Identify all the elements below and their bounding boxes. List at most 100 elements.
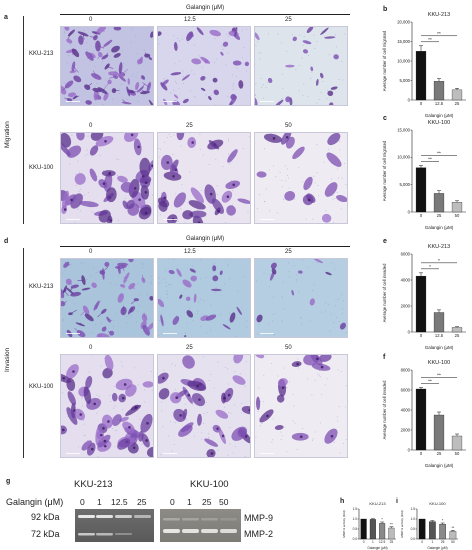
micro-mig-213-12: [157, 26, 251, 106]
gel213-dose-1: 0: [80, 497, 85, 507]
chart-h-ytick-0: 0.0: [353, 537, 358, 541]
chart-c-bar-0: [415, 167, 427, 213]
chart-b-xlabel: Galangin (μM): [425, 113, 454, 118]
chart-e-xlabel: Galangin (μM): [425, 345, 454, 350]
gel100-dose-1: 0: [170, 497, 175, 507]
gel213-dose-3: 12.5: [111, 497, 128, 507]
chart-i-title: KKU-100: [429, 501, 446, 506]
chart-c-ytick-3: 15,000: [397, 127, 410, 132]
chart-b-ytick-1: 5,000: [400, 78, 411, 83]
chart-b-sig-0: **: [428, 37, 432, 42]
chart-i-xtick-2: 25: [441, 540, 445, 544]
micro-inv-100-25: [157, 354, 251, 458]
chart-b-ytick-2: 10,000: [397, 58, 410, 63]
panel-letter-d: d: [4, 238, 9, 245]
chart-i-bar-3: [449, 531, 457, 540]
chart-b: KKU-213 0 5,000 10,000 15,000 20,000 0 12.5 25 Ga…: [382, 10, 470, 118]
chart-f-ytick-0: 0: [408, 447, 411, 452]
marker-72kda: 72 kDa: [31, 529, 60, 539]
chart-h-xtick-0: 0: [363, 540, 365, 544]
chart-h-xlabel: Galangin (μM): [367, 546, 387, 550]
chart-i-xtick-0: 0: [421, 540, 423, 544]
chart-f-ylabel: Average number of cell invaded: [382, 380, 387, 439]
chart-b-ylabel: Average number of cell migrated: [382, 30, 387, 91]
chart-e-bar-1: [433, 312, 445, 333]
band-mmp2: MMP-2: [244, 529, 273, 539]
gel213-dose-2: 1: [97, 497, 102, 507]
micro-inv-213-25: [254, 258, 348, 338]
chart-f-bar-2: [451, 435, 463, 451]
chart-c-ytick-2: 10,000: [397, 155, 410, 160]
chart-b-ytick-0: 0: [408, 97, 411, 102]
chart-i-sig-1: **: [451, 526, 454, 530]
inv-row1-cell-line: KKU-213: [29, 284, 54, 290]
chart-i-ytick-3: 1.5: [411, 507, 416, 511]
chart-c-xtick-2: 50: [455, 213, 460, 218]
chart-e-ytick-0: 0: [408, 329, 411, 334]
panel-letter-b: b: [383, 6, 388, 13]
chart-h: KKU-213 0.0 0.5 1.0 1.5 0 1 12.5 25 Galangin (μM)…: [342, 500, 398, 550]
chart-e-ytick-1: 2000: [401, 303, 411, 308]
chart-e-ylabel: Average number of cell invaded: [382, 263, 387, 322]
gel100-dose-2: 1: [187, 497, 192, 507]
chart-c-bar-2: [451, 202, 463, 213]
gel-image-kku213: [75, 509, 154, 542]
micro-mig-213-0: [60, 26, 154, 106]
chart-e-ytick-3: 6000: [401, 251, 411, 256]
chart-b-bar-2: [451, 89, 463, 101]
chart-c-title: KKU-100: [428, 120, 450, 126]
micro-mig-100-25: [157, 132, 251, 224]
chart-h-bar-2: [379, 523, 386, 540]
panel-letter-h: h: [340, 498, 345, 505]
chart-c-xtick-0: 0: [420, 213, 423, 218]
chart-f-ytick-3: 6000: [401, 387, 411, 392]
chart-h-bar-0: [360, 518, 367, 540]
chart-e: KKU-213 0 2000 4000 6000 0 12.5 25 Galangin (μM)…: [382, 242, 470, 350]
panel-letter-e: e: [383, 238, 387, 245]
panel-letter-a: a: [4, 14, 8, 21]
micro-mig-213-25: [254, 26, 348, 106]
chart-i-ytick-2: 1.0: [411, 517, 416, 521]
mig-row2-cell-line: KKU-100: [29, 165, 54, 171]
chart-f-title: KKU-100: [428, 360, 450, 366]
chart-e-xtick-2: 25: [455, 333, 460, 338]
chart-b-title: KKU-213: [428, 12, 450, 18]
gel-title-kku213: KKU-213: [74, 479, 113, 490]
chart-h-sig-0: *: [381, 518, 383, 522]
chart-b-sig-1: **: [437, 31, 441, 36]
chart-e-sig-1: *: [438, 258, 440, 263]
chart-h-sig-1: **: [390, 522, 393, 526]
chart-f: KKU-100 0 2000 4000 6000 8000 0 25 50 Galangin (μ…: [382, 358, 470, 468]
chart-b-ytick-3: 15,000: [397, 39, 410, 44]
marker-92kda: 92 kDa: [31, 512, 60, 522]
chart-i-sig-0: *: [442, 519, 444, 523]
chart-c-ytick-1: 5,000: [400, 182, 411, 187]
chart-e-bar-2: [451, 327, 463, 333]
chart-h-xtick-2: 12.5: [379, 540, 385, 544]
chart-b-xtick-1: 12.5: [435, 101, 444, 106]
chart-f-xlabel: Galangin (μM): [425, 463, 454, 468]
chart-b-bar-0: [415, 51, 427, 101]
inv-row2-dose-3: 50: [285, 345, 292, 351]
panel-letter-c: c: [383, 115, 387, 122]
chart-h-xtick-3: 25: [390, 540, 394, 544]
inv-row2-dose-2: 25: [186, 345, 193, 351]
chart-b-ytick-4: 20,000: [397, 19, 410, 24]
migration-header: Galangin (μM): [186, 5, 225, 11]
chart-e-ytick-2: 4000: [401, 277, 411, 282]
migration-side-label: Migration: [4, 121, 11, 148]
chart-c-bar-1: [433, 193, 445, 213]
chart-i-bar-2: [439, 524, 446, 540]
chart-e-sig-0: *: [429, 264, 431, 269]
chart-h-ytick-3: 1.5: [353, 507, 358, 511]
gel-image-kku100: [160, 509, 241, 542]
micro-inv-213-0: [60, 258, 154, 338]
mig-row1-dose-1: 0: [89, 17, 93, 23]
gel-title-kku100: KKU-100: [190, 479, 229, 490]
inv-row1-dose-1: 0: [89, 249, 93, 255]
chart-h-bar-1: [369, 519, 376, 540]
inv-row1-dose-3: 25: [285, 249, 292, 255]
chart-e-title: KKU-213: [428, 244, 450, 250]
chart-i-bar-1: [429, 521, 436, 540]
chart-f-sig-1: **: [437, 373, 441, 378]
